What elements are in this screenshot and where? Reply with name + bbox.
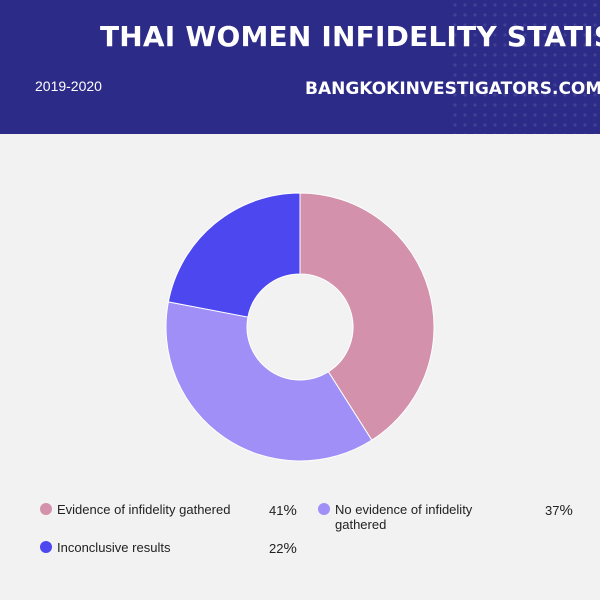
donut-chart: [165, 192, 435, 462]
donut-slice-no-evidence-of-infidelity-gathered: [165, 301, 373, 462]
legend-item-inconclusive: Inconclusive results 22%: [40, 540, 298, 560]
legend-item-evidence: Evidence of infidelity gathered 41%: [40, 502, 298, 522]
legend-swatch-no-evidence: [318, 503, 330, 515]
donut-slice-evidence-of-infidelity-gathered: [299, 192, 435, 441]
legend-value-inconclusive: 22%: [269, 540, 297, 557]
legend-label-evidence: Evidence of infidelity gathered: [57, 502, 231, 517]
legend-value-no-evidence: 37%: [545, 502, 573, 519]
legend-item-no-evidence: No evidence of infidelity gathered 37%: [318, 502, 578, 536]
header-banner: THAI WOMEN INFIDELITY STATISTICS 2019-20…: [0, 0, 600, 134]
site-name: BANGKOKINVESTIGATORS.COM: [305, 79, 600, 99]
legend-value-evidence: 41%: [269, 502, 297, 519]
legend-label-inconclusive: Inconclusive results: [57, 540, 171, 555]
page-title: THAI WOMEN INFIDELITY STATISTICS: [100, 20, 600, 53]
legend-swatch-evidence: [40, 503, 52, 515]
dot-pattern-decoration: [450, 0, 600, 134]
date-range: 2019-2020: [35, 78, 102, 94]
donut-slice-inconclusive-results: [167, 192, 301, 318]
legend-swatch-inconclusive: [40, 541, 52, 553]
legend-label-no-evidence: No evidence of infidelity gathered: [335, 502, 473, 532]
